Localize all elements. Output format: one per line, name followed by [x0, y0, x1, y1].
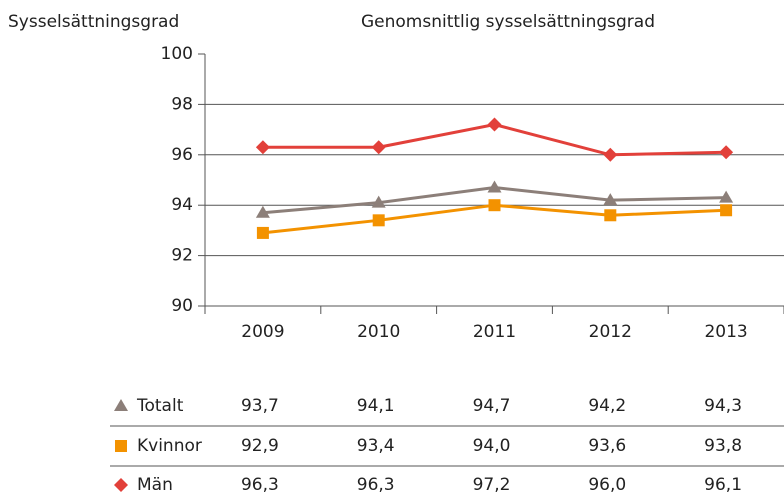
table-value: 94,3: [704, 396, 742, 416]
marker: [256, 226, 269, 239]
table-value: 97,2: [473, 475, 511, 495]
table-value: 94,0: [473, 436, 511, 456]
table-value: 93,8: [704, 436, 742, 456]
marker: [487, 180, 502, 193]
y-tick-label: 94: [171, 195, 193, 215]
y-tick-label: 92: [171, 246, 193, 266]
legend-marker: [115, 440, 127, 452]
chart-title: Genomsnittlig sysselsättningsgrad: [361, 12, 655, 32]
legend-marker: [114, 399, 128, 411]
marker: [719, 190, 734, 203]
table-value: 96,3: [241, 475, 279, 495]
table-value: 93,4: [357, 436, 395, 456]
table-value: 96,0: [588, 475, 626, 495]
legend-marker: [114, 478, 128, 492]
marker: [371, 195, 386, 208]
x-tick-label: 2010: [357, 322, 400, 342]
legend-label: Män: [137, 475, 173, 495]
y-tick-label: 90: [171, 296, 193, 316]
table-value: 93,6: [588, 436, 626, 456]
x-tick-label: 2011: [473, 322, 516, 342]
table-value: 96,3: [357, 475, 395, 495]
marker: [603, 147, 618, 162]
x-tick-label: 2009: [241, 322, 284, 342]
y-tick-label: 98: [171, 94, 193, 114]
legend-label: Totalt: [136, 396, 184, 416]
marker: [372, 214, 385, 227]
x-tick-label: 2012: [589, 322, 632, 342]
marker: [719, 145, 734, 160]
table-value: 93,7: [241, 396, 279, 416]
marker: [603, 193, 618, 206]
table-value: 94,1: [357, 396, 395, 416]
table-value: 96,1: [704, 475, 742, 495]
marker: [488, 199, 501, 212]
table-value: 94,2: [588, 396, 626, 416]
table-value: 92,9: [241, 436, 279, 456]
marker: [371, 140, 386, 155]
table-value: 94,7: [473, 396, 511, 416]
y-axis-label: Sysselsättningsgrad: [8, 12, 179, 32]
marker: [720, 204, 733, 217]
x-tick-label: 2013: [704, 322, 747, 342]
legend-label: Kvinnor: [137, 436, 202, 456]
y-tick-label: 96: [171, 145, 193, 165]
marker: [255, 205, 270, 218]
y-tick-label: 100: [161, 44, 193, 64]
marker: [487, 117, 502, 132]
marker: [255, 140, 270, 155]
marker: [604, 209, 617, 222]
